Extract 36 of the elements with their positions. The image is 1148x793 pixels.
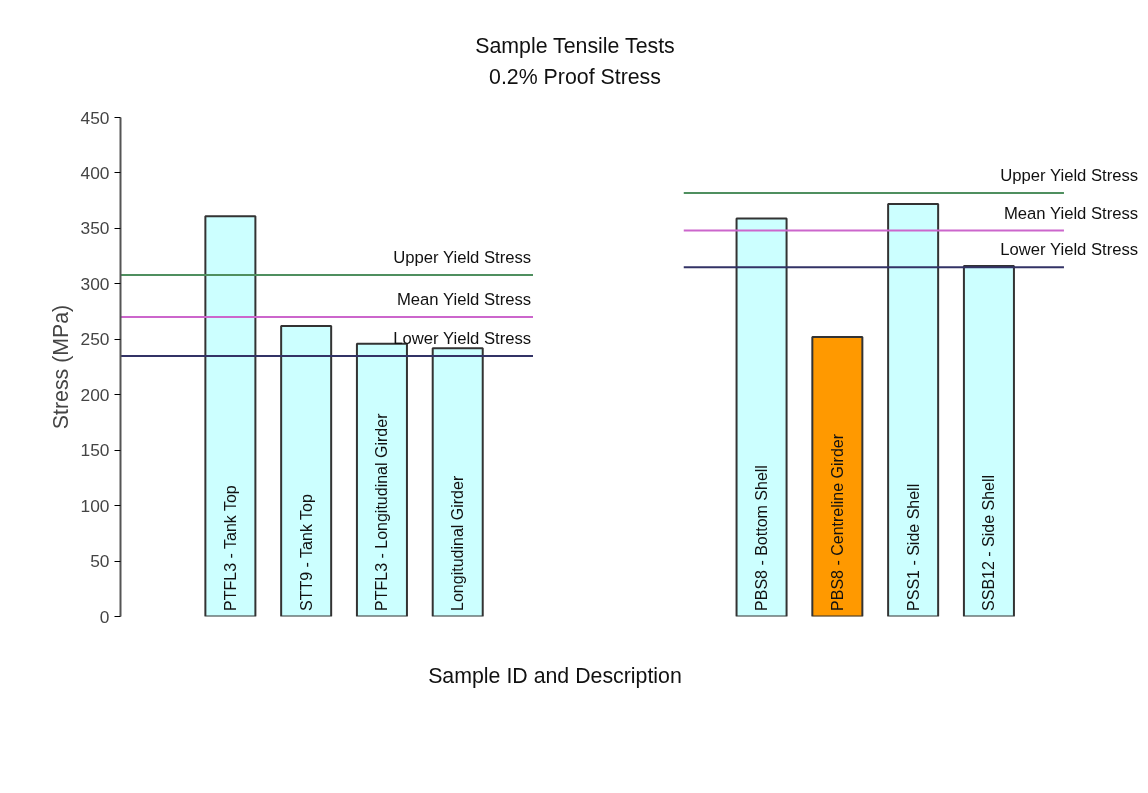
- y-tick-label: 50: [90, 551, 110, 572]
- y-tick-label: 100: [80, 495, 110, 516]
- x-tick-label: PBS8 - Bottom Shell: [753, 465, 771, 611]
- y-tick-label: 0: [99, 606, 110, 627]
- y-tick-label: 300: [80, 273, 110, 294]
- y-tick-label: 350: [80, 218, 110, 239]
- ref-line-label: Mean Yield Stress: [396, 290, 532, 310]
- bar: [204, 215, 257, 617]
- x-tick-label: PTFL3 - Longitudinal Girder: [373, 412, 391, 611]
- x-axis-title: Sample ID and Description: [428, 663, 682, 690]
- text: Sample Tensile Tests: [475, 33, 675, 60]
- ref-line-label: Upper Yield Stress: [393, 247, 532, 267]
- x-tick-label: STT9 - Tank Top: [297, 494, 315, 611]
- y-tick-label: 250: [80, 329, 110, 350]
- y-tick-label: 150: [80, 440, 110, 461]
- bar: [735, 217, 788, 617]
- bar: [280, 324, 333, 617]
- x-tick-label: SSB12 - Side Shell: [980, 474, 998, 611]
- bar: [355, 342, 408, 617]
- bar: [811, 336, 864, 617]
- bar: [431, 347, 484, 617]
- y-tick-label: 450: [80, 107, 110, 128]
- ref-line-label: Upper Yield Stress: [1000, 165, 1139, 185]
- ref-line-label: Lower Yield Stress: [393, 328, 532, 348]
- text: 0.2% Proof Stress: [488, 63, 662, 91]
- y-tick-label: 200: [80, 384, 110, 405]
- y-tick-label: 400: [80, 162, 110, 183]
- x-tick-label: PTFL3 - Tank Top: [221, 485, 239, 611]
- bar: [962, 265, 1015, 617]
- x-tick-label: Longitudinal Girder: [449, 475, 467, 611]
- x-tick-label: PSS1 - Side Shell: [904, 483, 922, 611]
- bar: [887, 202, 940, 617]
- x-tick-label: PBS8 - Centreline Girder: [828, 433, 846, 611]
- y-axis-title: Stress (MPa): [48, 304, 73, 430]
- ref-line-label: Lower Yield Stress: [1000, 240, 1139, 260]
- ref-line-label: Mean Yield Stress: [1003, 203, 1139, 223]
